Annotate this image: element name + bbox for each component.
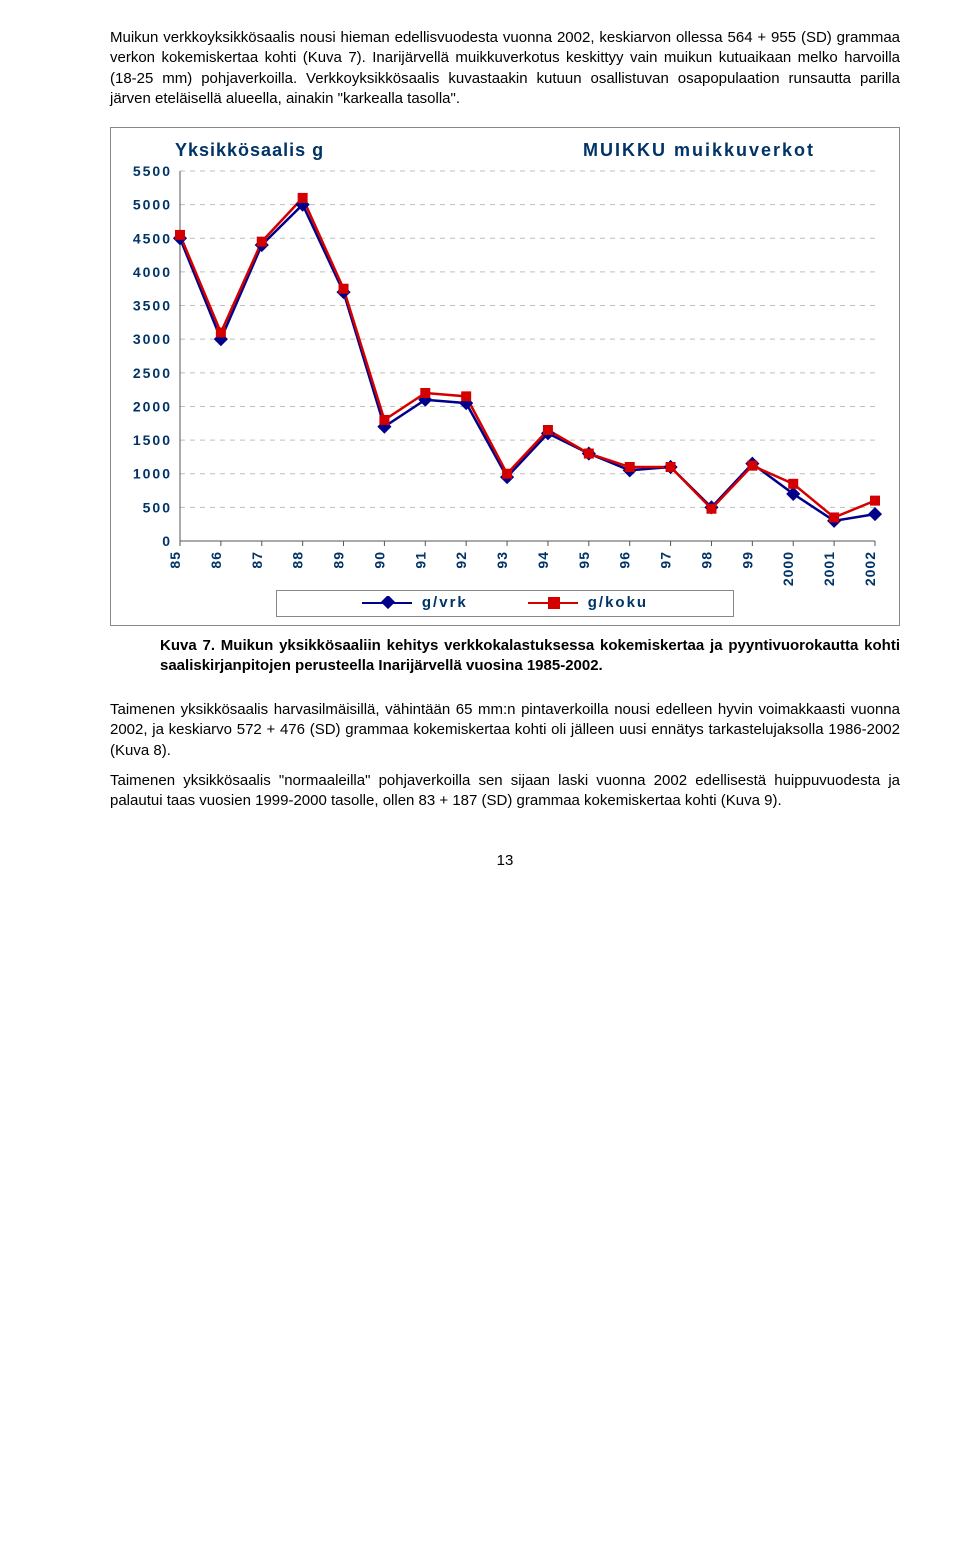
intro-para: Muikun verkkoyksikkösaalis nousi hieman … bbox=[110, 28, 900, 109]
svg-text:87: 87 bbox=[249, 551, 265, 569]
svg-text:1000: 1000 bbox=[133, 466, 172, 482]
svg-text:91: 91 bbox=[412, 551, 428, 569]
svg-text:4500: 4500 bbox=[133, 231, 172, 247]
svg-text:89: 89 bbox=[331, 551, 347, 569]
svg-text:2002: 2002 bbox=[862, 551, 878, 586]
chart-title-right: MUIKKU muikkuverkot bbox=[583, 138, 875, 162]
chart-caption: Kuva 7. Muikun yksikkösaaliin kehitys ve… bbox=[160, 636, 900, 677]
svg-text:4000: 4000 bbox=[133, 264, 172, 280]
svg-text:2000: 2000 bbox=[133, 399, 172, 415]
svg-text:95: 95 bbox=[576, 551, 592, 569]
svg-text:5000: 5000 bbox=[133, 197, 172, 213]
svg-text:94: 94 bbox=[535, 551, 551, 569]
chart-container: Yksikkösaalis g MUIKKU muikkuverkot 0 500… bbox=[110, 127, 900, 626]
svg-text:0: 0 bbox=[162, 533, 172, 549]
svg-text:93: 93 bbox=[494, 551, 510, 569]
svg-text:92: 92 bbox=[453, 551, 469, 569]
line-chart: 0 500 1000 1500 2000 2500 3000 3500 4000 4500 5000… bbox=[125, 166, 885, 586]
chart-title-left: Yksikkösaalis g bbox=[175, 138, 324, 162]
para-taimen-1: Taimenen yksikkösaalis harvasilmäisillä,… bbox=[110, 700, 900, 761]
legend-item-vrk: g/vrk bbox=[362, 593, 468, 613]
svg-text:97: 97 bbox=[658, 551, 674, 569]
svg-text:5500: 5500 bbox=[133, 166, 172, 179]
svg-text:96: 96 bbox=[617, 551, 633, 569]
svg-text:2500: 2500 bbox=[133, 365, 172, 381]
legend-label-vrk: g/vrk bbox=[422, 593, 468, 613]
svg-text:500: 500 bbox=[143, 500, 172, 516]
svg-text:2000: 2000 bbox=[780, 551, 796, 586]
svg-text:88: 88 bbox=[290, 551, 306, 569]
svg-text:2001: 2001 bbox=[821, 551, 837, 586]
page-number: 13 bbox=[110, 851, 900, 871]
para-taimen-2: Taimenen yksikkösaalis "normaaleilla" po… bbox=[110, 771, 900, 812]
chart-legend: g/vrk g/koku bbox=[276, 590, 734, 616]
svg-text:98: 98 bbox=[698, 551, 714, 569]
svg-text:90: 90 bbox=[371, 551, 387, 569]
svg-text:99: 99 bbox=[739, 551, 755, 569]
svg-text:3000: 3000 bbox=[133, 331, 172, 347]
legend-item-koku: g/koku bbox=[528, 593, 648, 613]
svg-text:85: 85 bbox=[167, 551, 183, 569]
svg-text:86: 86 bbox=[208, 551, 224, 569]
legend-label-koku: g/koku bbox=[588, 593, 648, 613]
svg-text:3500: 3500 bbox=[133, 298, 172, 314]
svg-text:1500: 1500 bbox=[133, 432, 172, 448]
